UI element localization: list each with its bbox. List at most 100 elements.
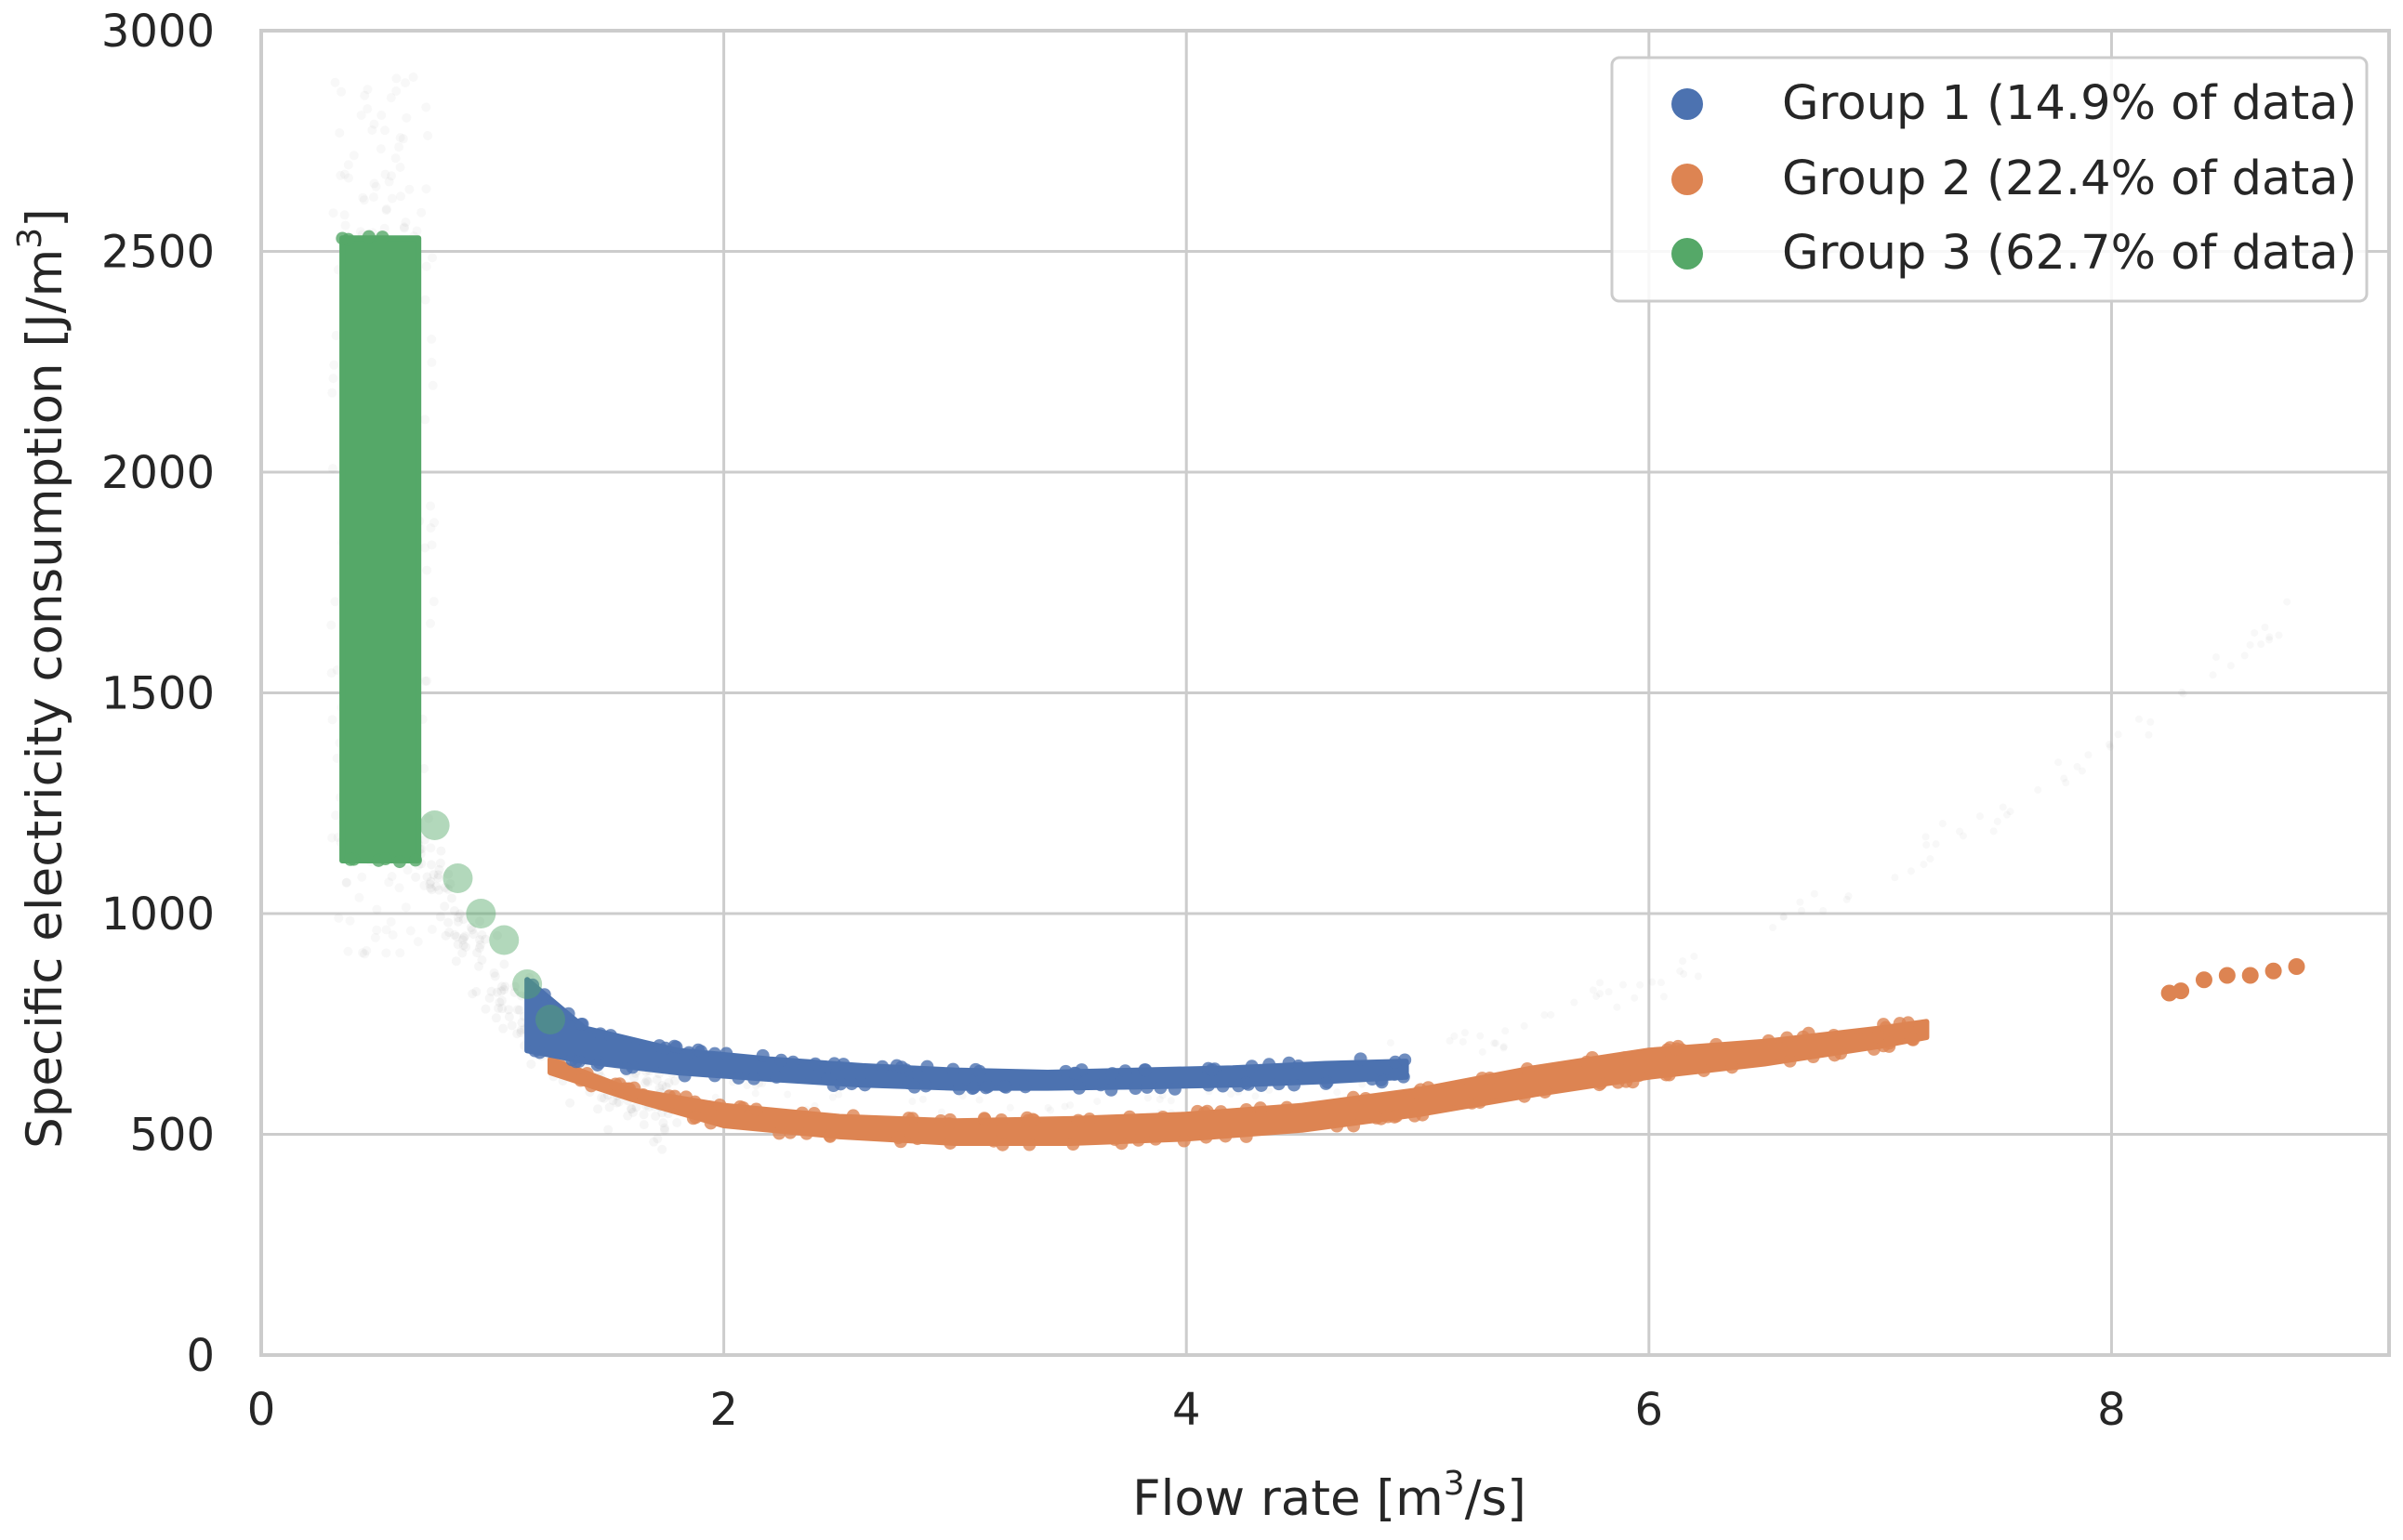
cloud-point <box>492 987 502 997</box>
legend-label-group-1: Group 1 (14.9% of data) <box>1782 76 2357 131</box>
series-group-2-point <box>1347 1119 1361 1133</box>
cloud-point <box>743 1082 751 1090</box>
cloud-point <box>2073 762 2081 770</box>
series-group-2-point <box>1517 1089 1531 1103</box>
cloud-point <box>419 880 429 890</box>
series-group-2-point <box>1369 1111 1383 1125</box>
series-group-2-point <box>1585 1050 1599 1064</box>
cloud-point <box>458 933 469 943</box>
series-group-2-point <box>1071 1113 1085 1127</box>
series-group-2-point <box>1697 1063 1710 1077</box>
cloud-point <box>597 1093 607 1103</box>
cloud-point <box>1779 913 1788 921</box>
cloud-point <box>2179 690 2187 698</box>
series-group-2-point <box>1219 1129 1233 1143</box>
cloud-point <box>1613 1003 1621 1011</box>
cloud-point <box>395 133 405 143</box>
series-group-1-point <box>747 1072 761 1086</box>
cloud-point <box>1922 841 1931 849</box>
y-axis-label: Specific electricity consumption [J/m3] <box>11 208 73 1149</box>
series-group-2-point <box>1882 1039 1896 1053</box>
cloud-point <box>2084 751 2093 759</box>
series-group-2-point <box>2172 982 2190 1000</box>
cloud-point <box>2002 810 2011 819</box>
series-group-1-point <box>858 1078 872 1092</box>
cloud-point <box>481 934 491 944</box>
cloud-point <box>1891 874 1899 882</box>
legend-label-group-2: Group 2 (22.4% of data) <box>1782 151 2357 206</box>
y-tick-label-4: 2000 <box>101 447 215 499</box>
cloud-point <box>1596 979 1604 987</box>
series-group-1-point <box>902 1076 916 1090</box>
cloud-point <box>349 151 359 161</box>
series-group-1-point <box>1366 1073 1380 1086</box>
cloud-point <box>2209 671 2217 679</box>
series-group-3-point <box>466 899 496 928</box>
cloud-point <box>657 1144 667 1154</box>
cloud-point <box>1604 988 1613 996</box>
cloud-point <box>391 86 402 97</box>
x-tick-label-3: 6 <box>1635 1384 1664 1436</box>
series-group-2-point <box>1538 1085 1552 1099</box>
cloud-point <box>452 931 462 941</box>
cloud-point <box>1932 840 1940 849</box>
series-group-2-point <box>1359 1092 1373 1106</box>
cloud-point <box>491 1013 501 1023</box>
y-tick-label-5: 2500 <box>101 227 215 279</box>
cloud-point <box>474 961 484 971</box>
cloud-point <box>1265 1086 1274 1095</box>
cloud-point <box>975 1096 984 1104</box>
series-group-1-point <box>979 1081 993 1095</box>
series-group-2-point <box>784 1125 798 1139</box>
series-group-2-point <box>1662 1068 1676 1082</box>
cloud-point <box>422 872 432 882</box>
cloud-point <box>422 565 432 575</box>
series-group-1-point <box>967 1081 981 1095</box>
cloud-point <box>1386 1039 1394 1047</box>
cloud-point <box>356 110 366 120</box>
series-group-1-point <box>1282 1056 1296 1070</box>
cloud-point <box>419 835 429 845</box>
cloud-point <box>500 981 510 992</box>
cloud-point <box>2134 715 2143 723</box>
cloud-point <box>408 72 418 83</box>
series-group-2-point <box>1905 1032 1919 1046</box>
series-group-2-point <box>1156 1110 1170 1124</box>
series-group-2-point <box>1802 1026 1815 1040</box>
series-group-2-point <box>1893 1017 1907 1031</box>
cloud-point <box>475 935 485 945</box>
cloud-point <box>498 1023 508 1033</box>
series-group-1-point <box>1202 1078 1216 1092</box>
cloud-point <box>593 1104 603 1114</box>
cloud-point <box>391 73 402 84</box>
cloud-point <box>1631 994 1639 1002</box>
legend: Group 1 (14.9% of data) Group 2 (22.4% o… <box>1610 56 2369 303</box>
cloud-point <box>1476 1032 1485 1040</box>
cloud-point <box>368 192 378 203</box>
cloud-point <box>2106 743 2115 751</box>
series-group-3-point <box>392 855 406 869</box>
cloud-point <box>327 833 337 843</box>
cloud-point <box>475 916 485 927</box>
cloud-point <box>458 915 469 925</box>
cloud-point <box>358 948 368 958</box>
cloud-point <box>343 946 353 956</box>
cloud-point <box>457 948 468 958</box>
series-group-1-point <box>707 1069 721 1083</box>
legend-label-group-3: Group 3 (62.7% of data) <box>1782 226 2357 281</box>
cloud-point <box>328 374 338 384</box>
series-group-3-point <box>341 232 355 246</box>
cloud-point <box>369 178 379 189</box>
cloud-point <box>1636 981 1644 989</box>
cloud-point <box>608 1096 618 1106</box>
cloud-point <box>423 130 433 140</box>
cloud-point <box>431 881 442 891</box>
series-group-2-point <box>1416 1108 1430 1122</box>
series-group-2-point <box>1239 1129 1253 1143</box>
cloud-point <box>394 142 404 152</box>
x-tick-label-2: 4 <box>1172 1384 1201 1436</box>
cloud-point <box>654 1083 665 1093</box>
cloud-point <box>469 929 479 940</box>
cloud-point <box>640 1078 651 1088</box>
cloud-point <box>355 227 365 237</box>
